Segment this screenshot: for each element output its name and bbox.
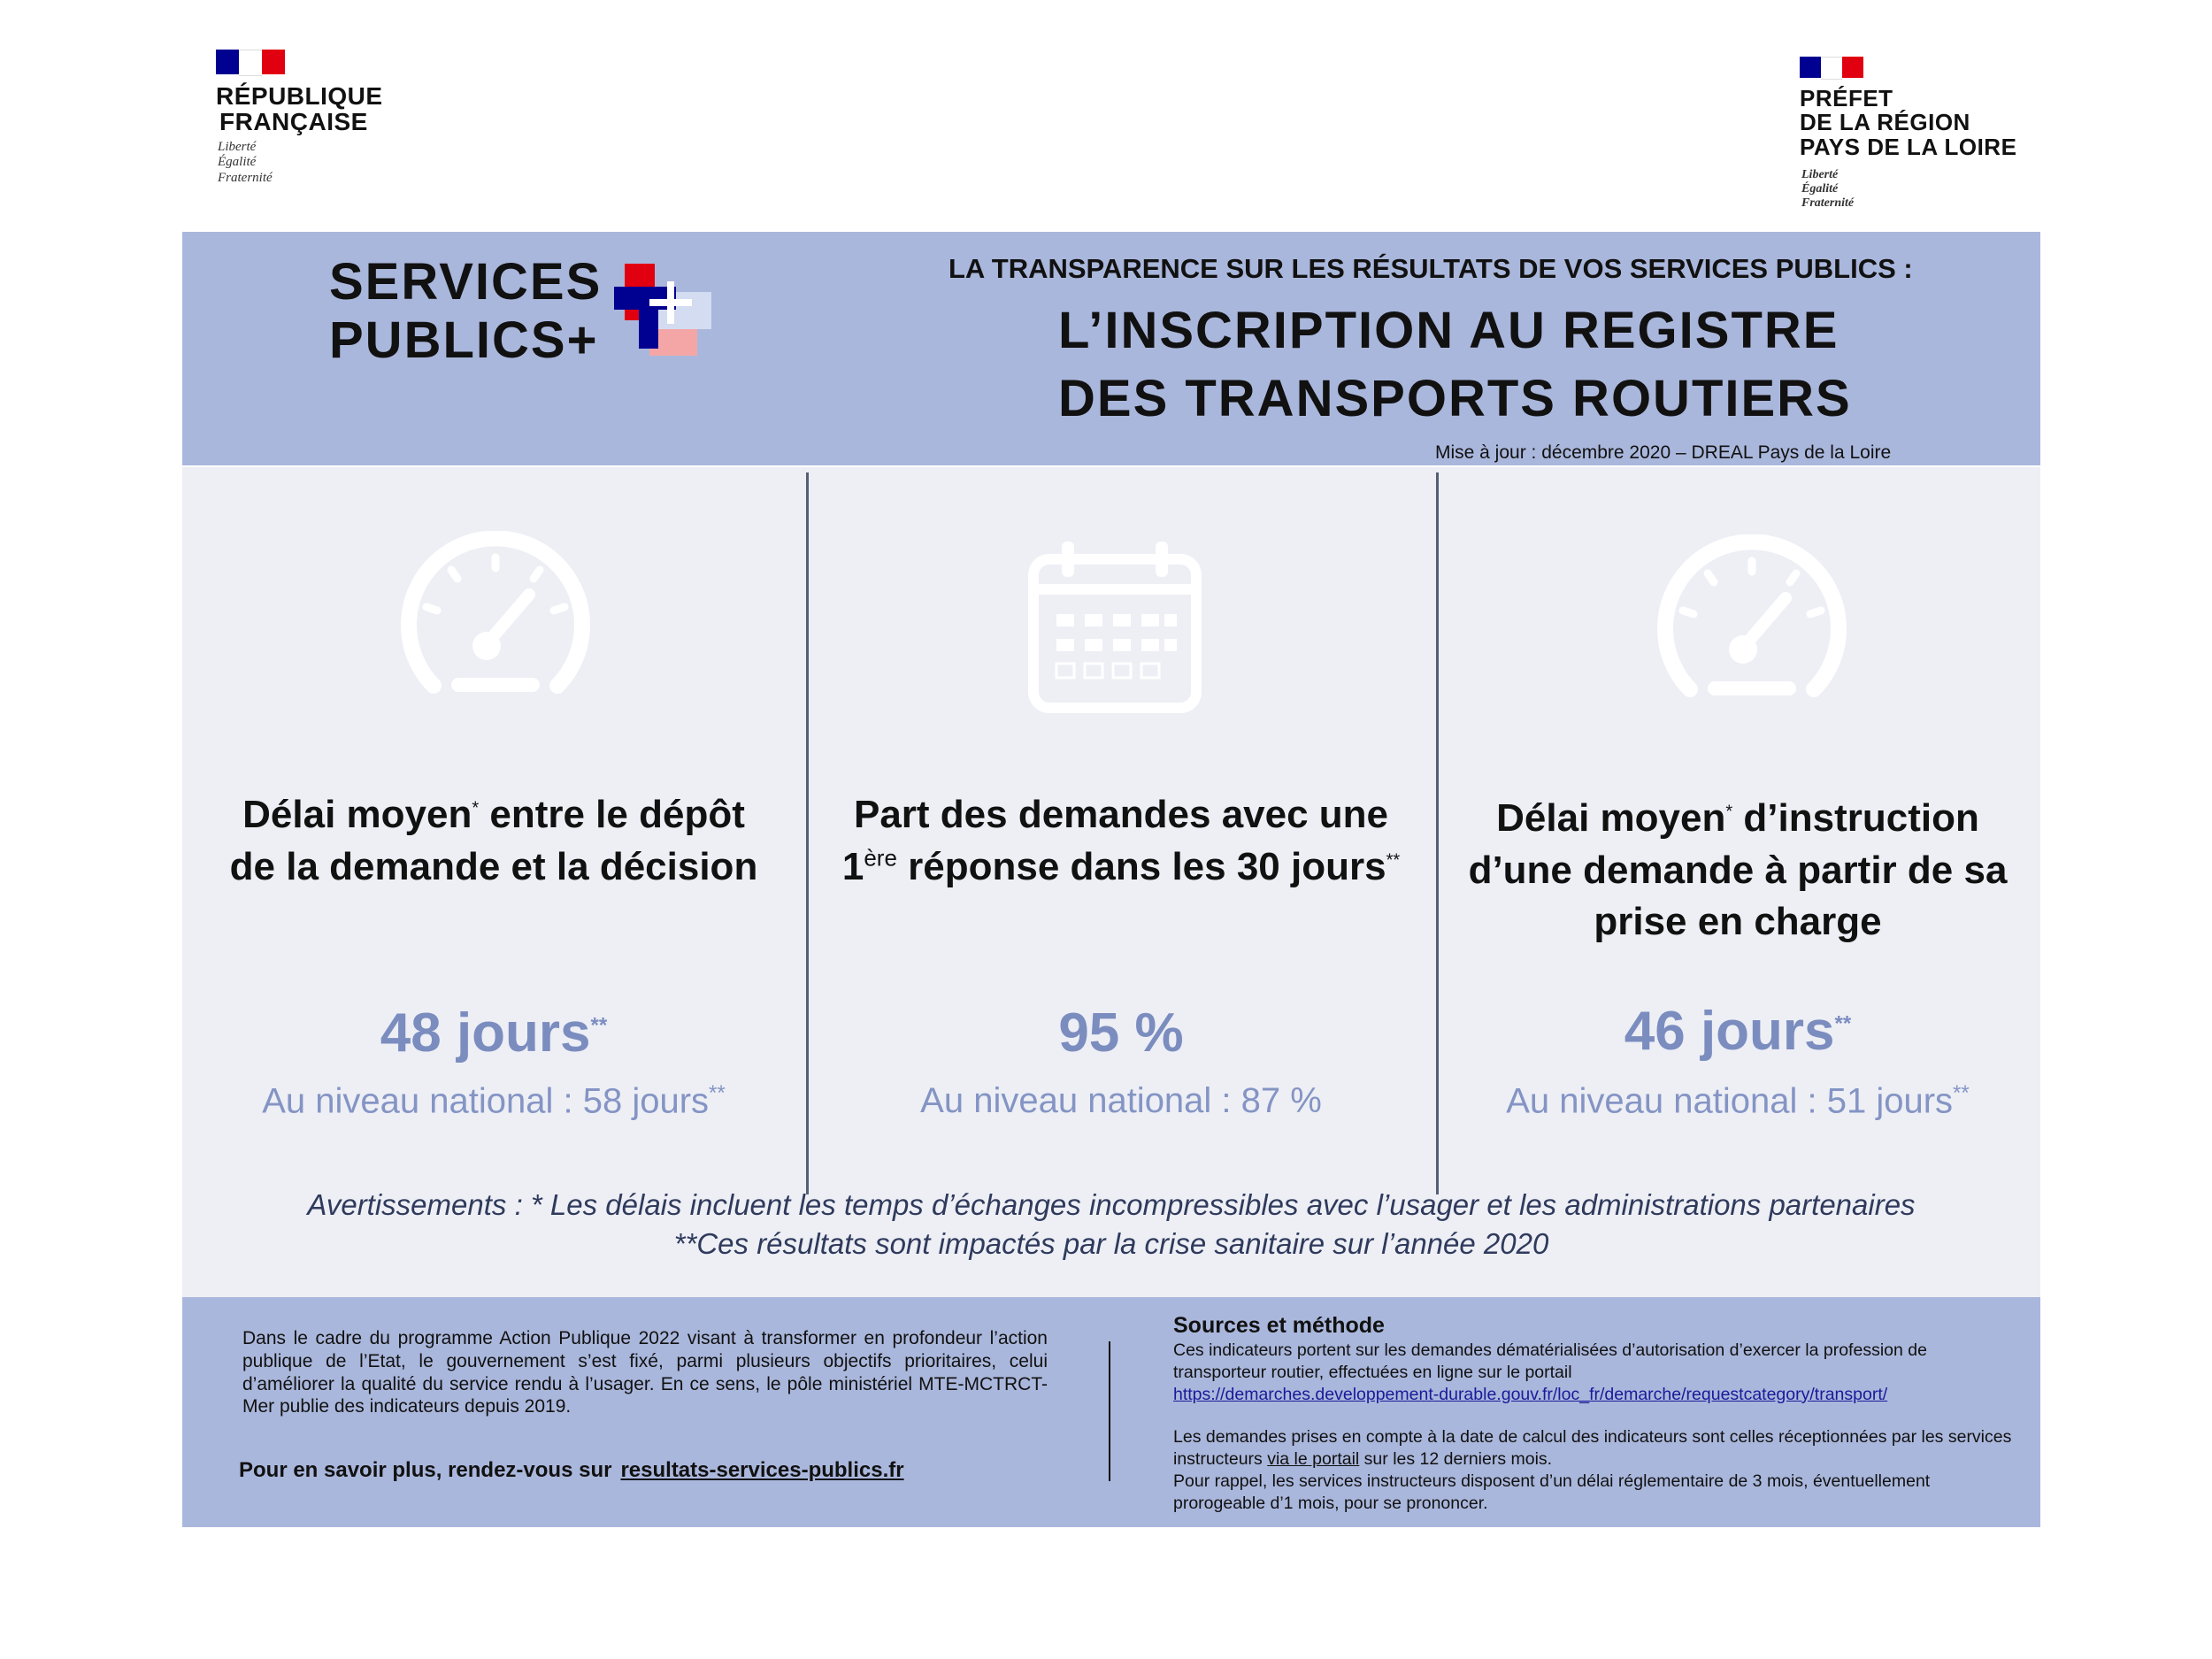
warnings-line-1: Avertissements : * Les délais incluent l… (307, 1188, 1916, 1221)
footnote-mark: ** (1386, 849, 1401, 870)
logo-line-1: RÉPUBLIQUE (216, 82, 383, 110)
motto-egalite: Égalité (1801, 182, 1839, 196)
warnings-note: Avertissements : * Les délais incluent l… (182, 1186, 2040, 1263)
page-title-line-2: DES TRANSPORTS ROUTIERS (1058, 370, 1852, 427)
learn-more-label: Pour en savoir plus, rendez-vous sur (239, 1458, 612, 1482)
indicator-3-title-text: d’instruction (1732, 796, 1979, 840)
indicator-2-title-line-1: Part des demandes avec une (853, 793, 1389, 836)
sources-text: Les demandes prises en compte à la date … (1173, 1427, 2012, 1469)
sources-paragraph-1: Ces indicateurs portent sur les demandes… (1173, 1340, 1927, 1382)
indicator-1-national-text: Au niveau national : 58 jours (262, 1081, 710, 1121)
calendar-icon (1028, 541, 1202, 713)
indicator-3-national: Au niveau national : 51 jours** (1444, 1081, 2032, 1121)
indicators-panel (182, 467, 2040, 1297)
footer-band (182, 1297, 2040, 1527)
indicator-3-title-line-3: prise en charge (1594, 900, 1882, 944)
indicator-2-value: 95 % (1058, 1002, 1184, 1064)
update-date: Mise à jour : décembre 2020 – DREAL Pays… (1435, 442, 1892, 463)
indicator-3-national-text: Au niveau national : 51 jours (1506, 1081, 1954, 1121)
footnote-mark: ** (709, 1081, 726, 1105)
brand-line-1: SERVICES (329, 253, 603, 311)
sources-heading: Sources et méthode (1173, 1313, 1385, 1338)
indicator-1-title-text: entre le dépôt (479, 793, 745, 836)
indicator-2-title: Part des demandes avec une 1ère réponse … (816, 789, 1426, 893)
indicator-3-title-line-2: d’une demande à partir de sa (1468, 848, 2008, 892)
header-band (182, 232, 2040, 465)
footnote-mark: ** (1834, 1011, 1852, 1036)
portal-url-link[interactable]: https://demarches.developpement-durable.… (1173, 1384, 1888, 1404)
indicator-1-title-line-2: de la demande et la décision (229, 844, 758, 888)
indicator-3-title-text: Délai moyen (1496, 796, 1726, 840)
footnote-mark: ** (590, 1013, 608, 1038)
indicator-3-value-text: 46 jours (1624, 1001, 1835, 1062)
indicator-2-national: Au niveau national : 87 % (920, 1081, 1322, 1120)
marianne-flag-icon (1800, 57, 1863, 80)
warnings-line-2: **Ces résultats sont impactés par la cri… (673, 1226, 1549, 1260)
brand-line-2: PUBLICS+ (329, 311, 599, 369)
motto-egalite: Égalité (218, 155, 257, 170)
indicator-1-value-text: 48 jours (380, 1002, 591, 1064)
motto-fraternite: Fraternité (218, 170, 273, 185)
learn-more: Pour en savoir plus, rendez-vous sur resu… (239, 1458, 904, 1483)
footnote-mark: * (472, 798, 480, 818)
program-description: Dans le cadre du programme Action Publiq… (242, 1328, 1048, 1417)
column-divider (806, 472, 809, 1194)
sources-method: Ces indicateurs portent sur les demandes… (1173, 1340, 2014, 1514)
column-divider (1436, 472, 1439, 1194)
sources-paragraph-2: Les demandes prises en compte à la date … (1173, 1426, 2014, 1471)
ordinal-suffix: ère (864, 843, 897, 871)
results-site-link[interactable]: resultats-services-publics.fr (620, 1458, 904, 1482)
speedometer-icon (1657, 534, 1847, 697)
indicator-2-title-text: réponse dans les 30 jours (896, 844, 1386, 888)
speedometer-icon (401, 531, 590, 694)
footnote-mark: * (1725, 802, 1733, 822)
motto-liberte: Liberté (1801, 168, 1839, 181)
prefet-line-2: DE LA RÉGION (1800, 109, 1970, 136)
sources-paragraph-3: Pour rappel, les services instructeurs d… (1173, 1471, 1931, 1513)
header-subtitle: LA TRANSPARENCE SUR LES RÉSULTATS DE VOS… (949, 253, 1913, 284)
indicator-2-title-text: 1 (841, 844, 864, 888)
prefet-line-1: PRÉFET (1800, 85, 1893, 111)
indicator-1-value: 48 jours** (195, 1002, 793, 1064)
prefet-line-3: PAYS DE LA LOIRE (1800, 133, 2017, 160)
indicator-1-national: Au niveau national : 58 jours** (195, 1081, 793, 1121)
footer-divider (1109, 1341, 1110, 1481)
footnote-mark: ** (1953, 1081, 1970, 1105)
indicator-3-title: Délai moyen* d’instruction d’une demande… (1444, 793, 2032, 949)
motto-liberte: Liberté (218, 140, 257, 154)
logo-line-2: FRANÇAISE (219, 108, 368, 136)
via-portal-link[interactable]: via le portail (1267, 1449, 1360, 1469)
indicator-1-title-text: Délai moyen (242, 793, 472, 836)
services-publics-logo: SERVICES PUBLICS+ (329, 257, 602, 366)
page-title-line-1: L’INSCRIPTION AU REGISTRE (1058, 302, 1839, 359)
marianne-flag-icon (216, 50, 285, 76)
sources-text: sur les 12 derniers mois. (1359, 1449, 1553, 1469)
motto-fraternite: Fraternité (1801, 196, 1855, 211)
indicator-3-value: 46 jours** (1444, 1000, 2032, 1063)
indicator-1-title: Délai moyen* entre le dépôt de la demand… (195, 789, 793, 893)
services-publics-cross-icon (614, 264, 711, 356)
